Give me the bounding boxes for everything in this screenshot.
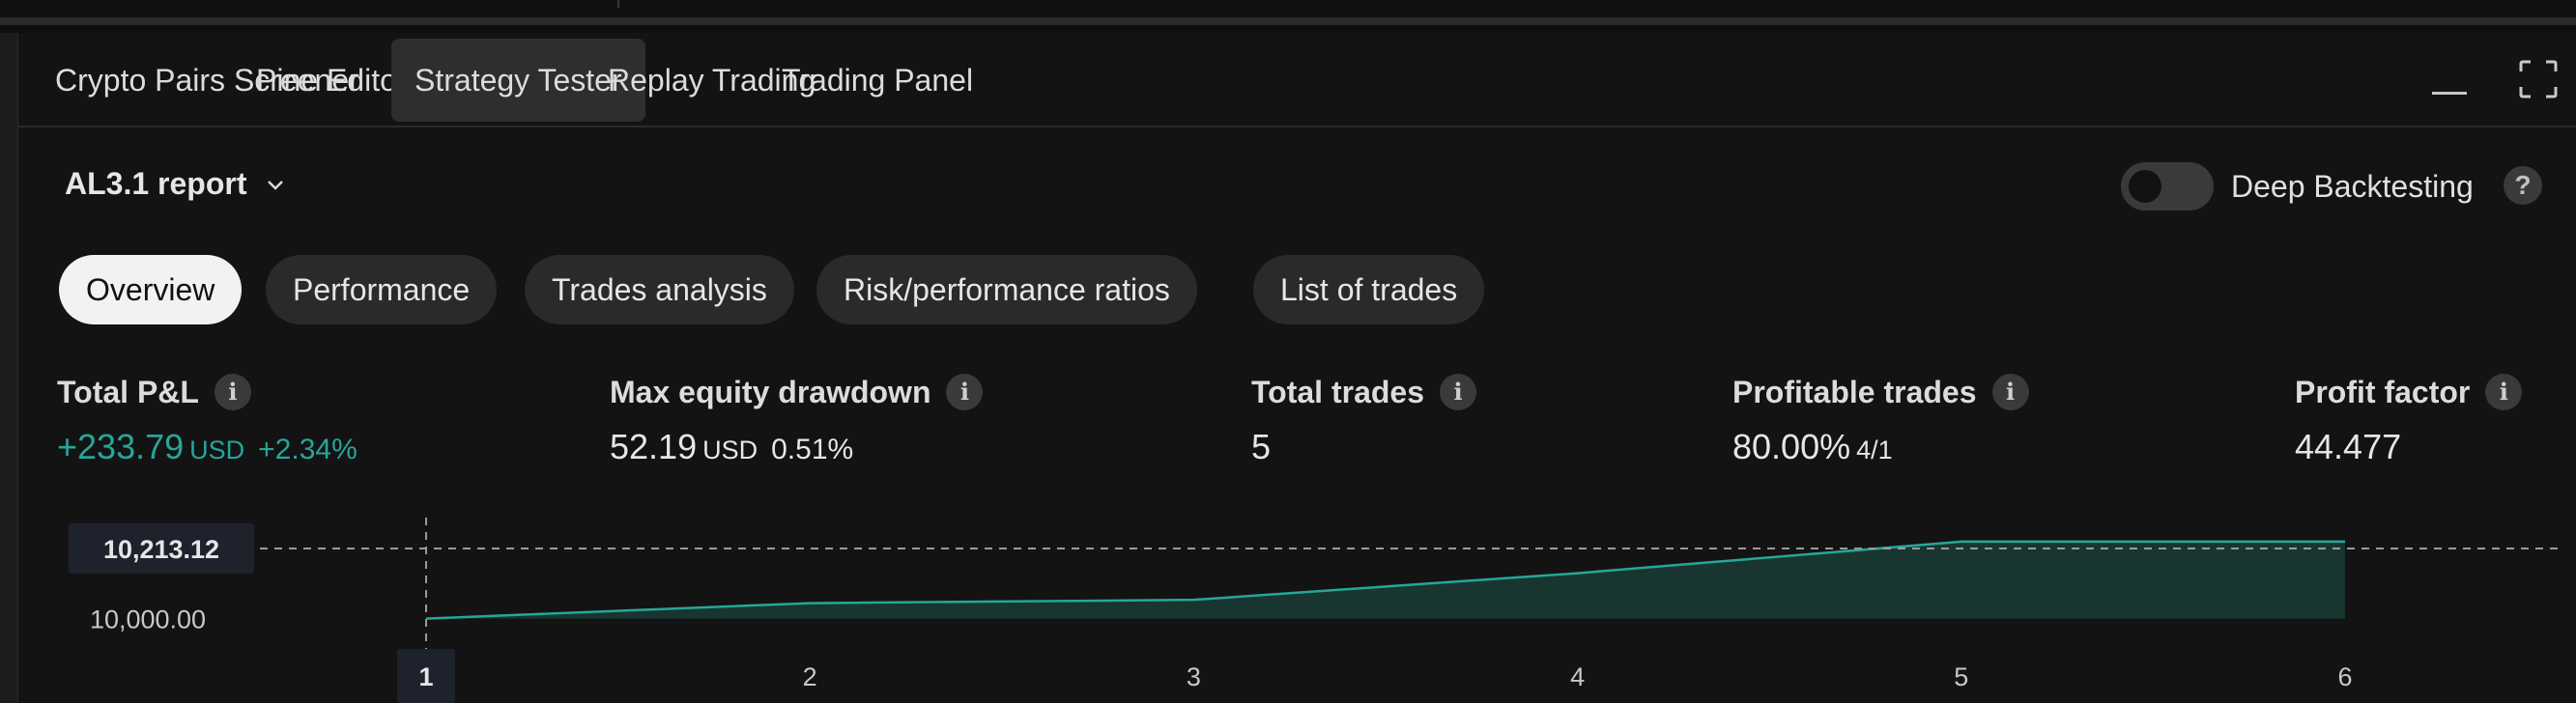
equity-chart[interactable]: 10,213.12 10,000.00 1 2 3 4 5 6 xyxy=(18,506,2576,703)
info-icon[interactable]: i xyxy=(1991,374,2029,410)
tab-overview[interactable]: Overview xyxy=(59,255,243,324)
bottom-panel-tabbar: Crypto Pairs Screener Pine Editor Strate… xyxy=(18,33,2576,127)
crosshair-y-label-box xyxy=(69,522,254,574)
metric-value: 44.477 xyxy=(2295,427,2402,466)
metric-label: Profit factor xyxy=(2295,374,2471,409)
metric-value: 52.19 xyxy=(610,427,698,466)
crosshair-x-label-box xyxy=(397,649,455,703)
metric-value: 80.00% xyxy=(1732,427,1851,466)
metric-label: Profitable trades xyxy=(1732,374,1977,409)
metric-unit: USD xyxy=(702,436,758,464)
x-tick-label: 3 xyxy=(1187,662,1201,691)
metric-profitable-trades: Profitable trades i 80.00% 4/1 xyxy=(1732,371,2029,467)
x-tick-label: 5 xyxy=(1954,662,1968,691)
deep-backtesting-toggle[interactable] xyxy=(2121,162,2214,211)
metric-label: Max equity drawdown xyxy=(610,374,931,409)
equity-line xyxy=(425,540,2345,620)
metric-max-equity-drawdown: Max equity drawdown i 52.19 USD 0.51% xyxy=(610,371,984,467)
strategy-tester-panel: Crypto Pairs Screener Pine Editor Strate… xyxy=(17,33,2576,703)
metric-total-trades: Total trades i 5 xyxy=(1251,371,1476,467)
metric-value: +233.79 xyxy=(57,427,185,466)
report-title: AL3.1 report xyxy=(65,166,247,201)
question-icon[interactable]: ? xyxy=(2504,166,2542,205)
deep-backtesting-label: Deep Backtesting xyxy=(2231,169,2474,204)
info-icon[interactable]: i xyxy=(1440,374,1476,410)
metric-percent: +2.34% xyxy=(258,434,358,465)
metric-value: 5 xyxy=(1251,427,1272,466)
tab-trades-analysis[interactable]: Trades analysis xyxy=(525,255,794,324)
metric-total-pnl: Total P&L i +233.79 USD +2.34% xyxy=(57,371,358,467)
minimize-icon[interactable] xyxy=(2428,58,2471,100)
info-icon[interactable]: i xyxy=(214,374,251,410)
metric-label: Total P&L xyxy=(57,374,199,409)
tab-risk-performance-ratios[interactable]: Risk/performance ratios xyxy=(816,255,1197,324)
tab-replay-trading[interactable]: Replay Trading xyxy=(608,63,816,98)
metric-profit-factor: Profit factor i 44.477 xyxy=(2295,371,2523,467)
info-icon[interactable]: i xyxy=(946,374,984,410)
crosshair-y-label: 10,213.12 xyxy=(103,535,219,564)
x-tick-label: 1 xyxy=(418,662,433,691)
x-tick-label: 2 xyxy=(803,662,817,691)
tab-pine-editor[interactable]: Pine Editor xyxy=(256,63,408,98)
equity-area xyxy=(426,541,2345,619)
info-icon[interactable]: i xyxy=(2485,374,2523,410)
top-strip-separator xyxy=(617,0,619,8)
metric-ratio: 4/1 xyxy=(1856,436,1893,464)
tab-list-of-trades[interactable]: List of trades xyxy=(1253,255,1485,324)
left-edge xyxy=(0,33,17,703)
chevron-down-icon xyxy=(268,180,284,190)
tab-performance[interactable]: Performance xyxy=(266,255,498,324)
tab-crypto-pairs-screener[interactable]: Crypto Pairs Screener xyxy=(55,63,359,98)
equity-chart-svg: 10,213.12 10,000.00 1 2 3 4 5 6 xyxy=(69,518,2562,703)
top-strip xyxy=(0,0,2576,25)
maximize-icon[interactable] xyxy=(2517,58,2560,100)
tab-trading-panel[interactable]: Trading Panel xyxy=(782,63,974,98)
x-tick-label: 6 xyxy=(2337,662,2352,691)
report-selector[interactable]: AL3.1 report xyxy=(65,166,287,202)
metric-unit: USD xyxy=(189,436,245,464)
metric-percent: 0.51% xyxy=(771,434,854,465)
y-tick-label: 10,000.00 xyxy=(90,605,206,634)
x-tick-label: 4 xyxy=(1570,662,1585,691)
tab-strategy-tester[interactable]: Strategy Tester xyxy=(391,39,645,122)
metric-label: Total trades xyxy=(1251,374,1424,409)
